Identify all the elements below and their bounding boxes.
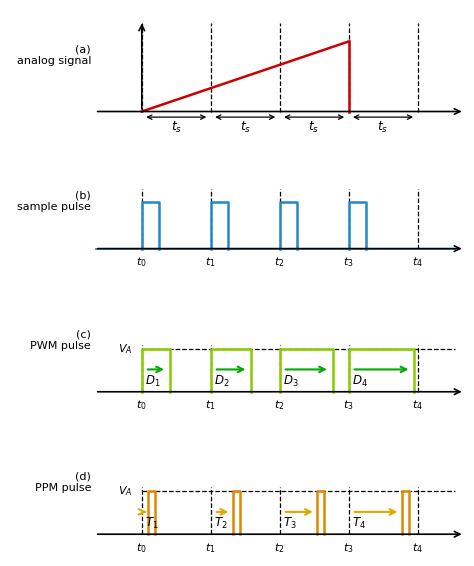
Text: $t_2$: $t_2$ — [274, 541, 285, 555]
Text: (d)
PPM pulse: (d) PPM pulse — [35, 471, 91, 494]
Text: $t_4$: $t_4$ — [412, 255, 423, 269]
Text: $t_0$: $t_0$ — [137, 398, 147, 413]
Text: $t_3$: $t_3$ — [343, 541, 354, 555]
Text: $t_3$: $t_3$ — [343, 255, 354, 269]
Text: $t_0$: $t_0$ — [137, 541, 147, 555]
Text: $t_0$: $t_0$ — [137, 255, 147, 269]
Text: $V_A$: $V_A$ — [118, 484, 132, 498]
Text: $t_1$: $t_1$ — [205, 255, 216, 269]
Text: $D_3$: $D_3$ — [283, 374, 298, 389]
Text: (c)
PWM pulse: (c) PWM pulse — [30, 329, 91, 351]
Text: $t_3$: $t_3$ — [343, 398, 354, 413]
Text: $t_1$: $t_1$ — [205, 398, 216, 413]
Text: $D_1$: $D_1$ — [145, 374, 161, 389]
Text: $t_4$: $t_4$ — [412, 398, 423, 413]
Text: (b)
sample pulse: (b) sample pulse — [17, 190, 91, 212]
Text: $V_A$: $V_A$ — [118, 342, 132, 356]
Text: (a)
analog signal: (a) analog signal — [17, 44, 91, 66]
Text: $T_3$: $T_3$ — [283, 516, 297, 531]
Text: $t_s$: $t_s$ — [309, 120, 320, 135]
Text: $t_2$: $t_2$ — [274, 255, 285, 269]
Text: $t_s$: $t_s$ — [171, 120, 182, 135]
Text: $t_2$: $t_2$ — [274, 398, 285, 413]
Text: $t_4$: $t_4$ — [412, 541, 423, 555]
Text: $T_1$: $T_1$ — [145, 516, 159, 531]
Text: $T_2$: $T_2$ — [214, 516, 228, 531]
Text: $T_4$: $T_4$ — [352, 516, 365, 531]
Text: $D_4$: $D_4$ — [352, 374, 367, 389]
Text: $D_2$: $D_2$ — [214, 374, 229, 389]
Text: $t_s$: $t_s$ — [377, 120, 389, 135]
Text: $t_s$: $t_s$ — [239, 120, 251, 135]
Text: $t_1$: $t_1$ — [205, 541, 216, 555]
